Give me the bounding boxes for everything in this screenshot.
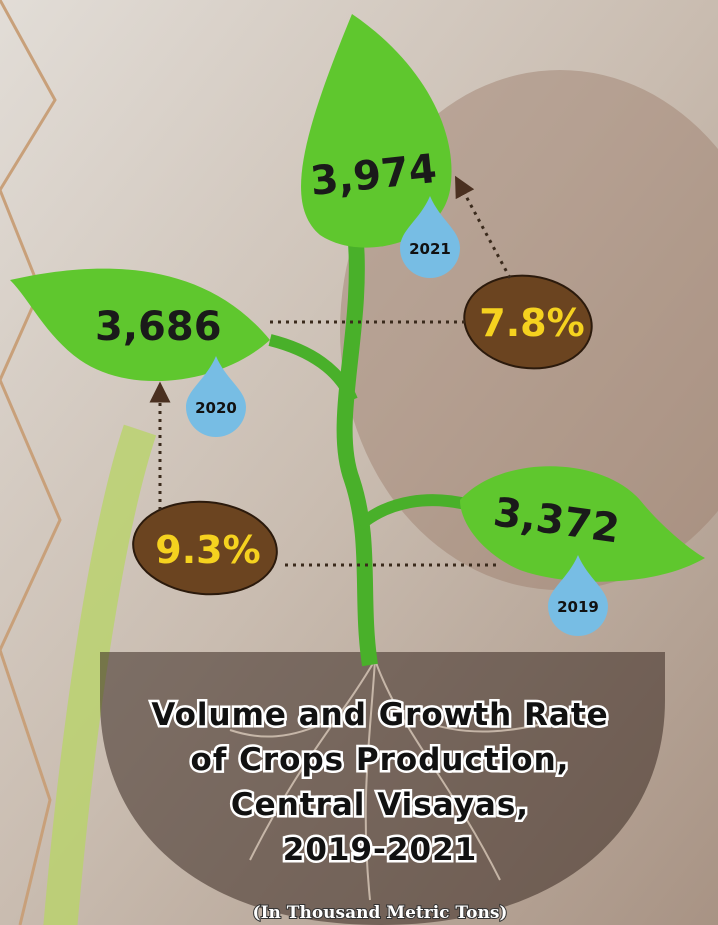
- year-label: 2019: [557, 598, 599, 616]
- year-label: 2020: [195, 399, 237, 417]
- leaf-value: 3,686: [95, 304, 222, 350]
- page: 3,974 3,686 3,372 2021 2020 2019 7.8% 9.…: [0, 0, 718, 925]
- title-line: 2019-2021: [283, 832, 477, 868]
- year-label: 2021: [409, 240, 451, 258]
- title-line: Central Visayas,: [231, 787, 529, 823]
- growth-rate: 9.3%: [155, 528, 260, 572]
- growth-rate: 7.8%: [479, 301, 584, 345]
- title-line: Volume and Growth Rate: [151, 697, 608, 733]
- subtitle: (In Thousand Metric Tons): [253, 903, 508, 923]
- infographic: 3,974 3,686 3,372 2021 2020 2019 7.8% 9.…: [0, 0, 718, 925]
- title-line: of Crops Production,: [191, 742, 570, 778]
